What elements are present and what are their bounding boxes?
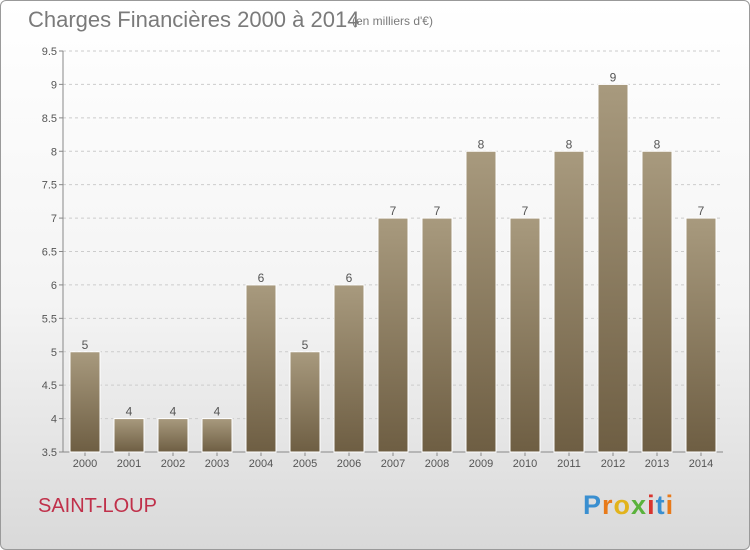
bar [113, 418, 145, 453]
x-tick-label: 2006 [337, 458, 361, 470]
value-label: 7 [698, 204, 705, 218]
x-tick-label: 2012 [601, 458, 625, 470]
x-tick-label: 2014 [689, 458, 713, 470]
y-tick-label: 5.5 [42, 313, 57, 325]
logo-letter: o [613, 490, 632, 520]
y-tick-label: 9.5 [42, 46, 57, 58]
bar [245, 284, 277, 453]
bar [421, 217, 453, 453]
x-tick-label: 2003 [205, 458, 229, 470]
y-tick-label: 7.5 [42, 180, 57, 192]
logo-letter: P [583, 490, 603, 520]
value-label: 9 [610, 70, 617, 84]
y-tick-label: 9 [51, 79, 57, 91]
y-tick-label: 3.5 [42, 447, 57, 459]
y-tick-label: 4.5 [42, 380, 57, 392]
bar [465, 150, 497, 453]
bar [201, 418, 233, 453]
value-label: 5 [302, 338, 309, 352]
labels: 3.5 4 4.5 5 5.5 6 6.5 7 7.5 8 8.5 9 9.5 5 2000 4 2001 4 20… [42, 46, 714, 470]
bar [597, 83, 629, 453]
value-label: 7 [434, 204, 441, 218]
proxiti-logo[interactable]: Proxiti [583, 490, 674, 521]
place-name: SAINT-LOUP [38, 495, 157, 517]
bar [157, 418, 189, 453]
logo-letter: t [655, 490, 666, 520]
x-tick-label: 2013 [645, 458, 669, 470]
bar [377, 217, 409, 453]
y-tick-label: 6 [51, 280, 57, 292]
logo-letter: r [602, 490, 614, 520]
bar [641, 150, 673, 453]
y-tick-label: 5 [51, 347, 57, 359]
value-label: 8 [654, 137, 661, 151]
y-tick-label: 7 [51, 213, 57, 225]
value-label: 6 [258, 271, 265, 285]
chart-title: Charges Financières 2000 à 2014 [28, 7, 360, 32]
bar [553, 150, 585, 453]
x-tick-label: 2004 [249, 458, 273, 470]
x-tick-label: 2011 [557, 458, 581, 470]
logo-letter: i [647, 490, 656, 520]
value-label: 4 [170, 405, 177, 419]
value-label: 7 [390, 204, 397, 218]
value-label: 4 [214, 405, 221, 419]
bar [289, 351, 321, 453]
value-label: 4 [126, 405, 133, 419]
y-tick-label: 4 [51, 414, 57, 426]
logo-letter: i [665, 490, 675, 520]
x-tick-label: 2002 [161, 458, 185, 470]
value-label: 6 [346, 271, 353, 285]
x-tick-label: 2010 [513, 458, 537, 470]
x-tick-label: 2005 [293, 458, 317, 470]
x-tick-label: 2007 [381, 458, 405, 470]
value-label: 8 [566, 137, 573, 151]
value-label: 8 [478, 137, 485, 151]
value-label: 7 [522, 204, 529, 218]
x-tick-label: 2009 [469, 458, 493, 470]
bar [333, 284, 365, 453]
bars [69, 83, 717, 453]
y-tick-label: 6.5 [42, 247, 57, 259]
x-tick-label: 2001 [117, 458, 141, 470]
x-tick-label: 2000 [73, 458, 97, 470]
logo-letter: x [631, 490, 648, 520]
value-label: 5 [82, 338, 89, 352]
bar [509, 217, 541, 453]
chart-subtitle: (en milliers d'€) [352, 14, 433, 28]
bar [685, 217, 717, 453]
y-tick-label: 8.5 [42, 113, 57, 125]
x-tick-label: 2008 [425, 458, 449, 470]
bar [69, 351, 101, 453]
y-tick-label: 8 [51, 146, 57, 158]
